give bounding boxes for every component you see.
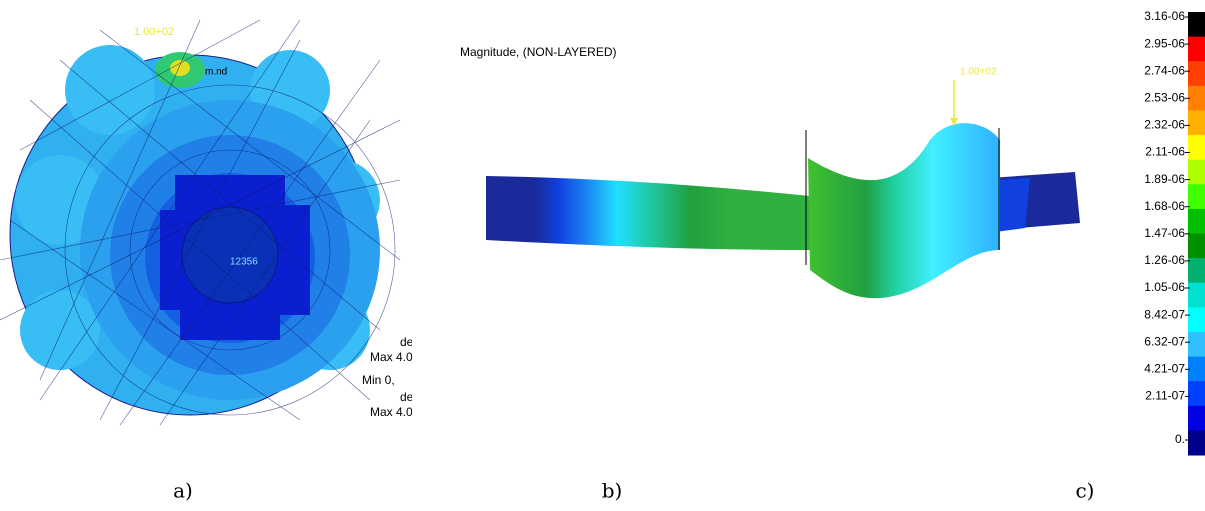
info-line: default <box>400 335 437 349</box>
info-line: default <box>400 390 437 404</box>
colorbar-label: 1.26-06 <box>1144 253 1185 267</box>
colorbar-segment <box>1188 283 1205 308</box>
page: 1.00+02 m.nd 12356 defaultMax 4.0Min 0,d… <box>0 0 1205 511</box>
colorbar-segment <box>1188 381 1205 406</box>
tag-label: m.nd <box>205 67 227 78</box>
colorbar-segment <box>1188 12 1205 37</box>
colorbar-label: 2.95-06 <box>1144 36 1185 50</box>
colorbar-label: 6.32-07 <box>1144 334 1185 348</box>
colorbar-segment <box>1188 357 1205 382</box>
colorbar-label: 1.68-06 <box>1144 199 1185 213</box>
colorbar-segment <box>1188 110 1205 135</box>
colorbar-label: 8.42-07 <box>1144 307 1185 321</box>
colorbar-label: 1.05-06 <box>1144 280 1185 294</box>
info-line: Max 4.0 <box>370 405 413 419</box>
colorbar-label: 2.74-06 <box>1144 63 1185 77</box>
colorbar-segment <box>1188 332 1205 357</box>
colorbar-segment <box>1188 37 1205 62</box>
colorbar-segment <box>1188 61 1205 86</box>
info-line: Max 4.0 <box>370 350 413 364</box>
colorbar-label: 0. <box>1175 432 1185 446</box>
panel-label: a) <box>173 479 193 503</box>
colorbar-segment <box>1188 406 1205 431</box>
panel-title: Magnitude, (NON-LAYERED) <box>460 45 617 59</box>
info-line: Min 0, <box>362 373 395 387</box>
colorbar-segment <box>1188 86 1205 111</box>
colorbar-label: 4.21-07 <box>1144 361 1185 375</box>
node-id: 12356 <box>230 257 258 268</box>
colorbar-segment <box>1188 307 1205 332</box>
figure: 1.00+02 m.nd 12356 defaultMax 4.0Min 0,d… <box>0 0 1205 511</box>
colorbar-segment <box>1188 135 1205 160</box>
colorbar-label: 1.89-06 <box>1144 172 1185 186</box>
colorbar-segment <box>1188 184 1205 209</box>
colorbar-label: 2.53-06 <box>1144 90 1185 104</box>
panel-a-image <box>0 20 400 425</box>
colorbar-label: 2.32-06 <box>1144 118 1185 132</box>
colorbar-label: 1.47-06 <box>1144 226 1185 240</box>
colorbar-segment <box>1188 258 1205 283</box>
panel-label: c) <box>1075 479 1094 503</box>
node-label: 1.00+02 <box>134 26 174 38</box>
colorbar-label: 2.11-06 <box>1145 145 1185 159</box>
colorbar-segment <box>1188 430 1205 455</box>
colorbar-label: 2.11-07 <box>1145 389 1185 403</box>
colorbar: 3.16-06 2.95-06 2.74-06 2.53-06 2.32-06 2.11-… <box>1144 9 1205 455</box>
colorbar-segment <box>1188 234 1205 259</box>
colorbar-label: 3.16-06 <box>1144 9 1185 23</box>
panel-label: b) <box>602 479 623 503</box>
node-label: 1.00+02 <box>960 67 997 78</box>
colorbar-segment <box>1188 209 1205 234</box>
colorbar-segment <box>1188 160 1205 185</box>
